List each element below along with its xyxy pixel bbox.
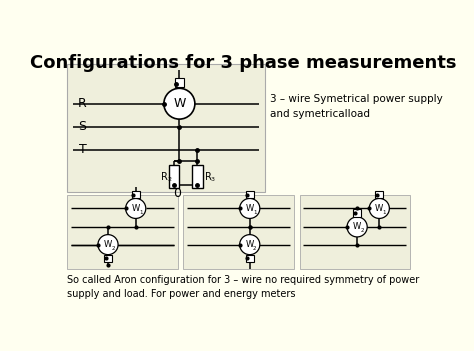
- Bar: [246, 191, 254, 198]
- Text: 1: 1: [253, 210, 256, 215]
- Bar: [246, 254, 254, 262]
- Text: R: R: [78, 97, 87, 110]
- Text: 3 – wire Symetrical power supply
and symetricalload: 3 – wire Symetrical power supply and sym…: [270, 94, 443, 119]
- Text: W: W: [104, 240, 112, 249]
- Text: 2: 2: [360, 229, 364, 233]
- Bar: [175, 78, 184, 87]
- Circle shape: [98, 234, 118, 254]
- Circle shape: [240, 198, 260, 218]
- Bar: [104, 254, 112, 262]
- Circle shape: [126, 198, 146, 218]
- Text: S: S: [79, 120, 86, 133]
- Text: 2: 2: [167, 178, 171, 183]
- Text: So called Aron configuration for 3 – wire no required symmetry of power
supply a: So called Aron configuration for 3 – wir…: [67, 275, 419, 299]
- Circle shape: [369, 198, 389, 218]
- Text: W: W: [132, 204, 140, 213]
- Text: R: R: [205, 172, 211, 182]
- Text: 1: 1: [139, 210, 143, 215]
- Text: W: W: [246, 204, 254, 213]
- Text: 1: 1: [383, 210, 386, 215]
- Bar: [375, 191, 383, 198]
- Bar: [132, 191, 139, 198]
- Bar: [67, 64, 264, 192]
- Text: W: W: [375, 204, 383, 213]
- Text: W: W: [173, 97, 185, 110]
- Bar: [169, 165, 179, 188]
- Text: 0: 0: [173, 187, 181, 200]
- Bar: [300, 194, 410, 269]
- Text: T: T: [79, 144, 86, 157]
- Bar: [192, 165, 202, 188]
- Text: 2: 2: [111, 246, 115, 251]
- Circle shape: [240, 234, 260, 254]
- Text: 2: 2: [253, 246, 256, 251]
- Bar: [67, 194, 178, 269]
- Bar: [183, 194, 294, 269]
- Text: W: W: [353, 223, 361, 231]
- Text: R: R: [161, 172, 168, 182]
- Circle shape: [347, 217, 367, 237]
- Bar: [353, 209, 361, 217]
- Text: W: W: [246, 240, 254, 249]
- Circle shape: [164, 88, 195, 119]
- Text: 3: 3: [211, 178, 215, 183]
- Text: Configurations for 3 phase measurements: Configurations for 3 phase measurements: [30, 54, 456, 72]
